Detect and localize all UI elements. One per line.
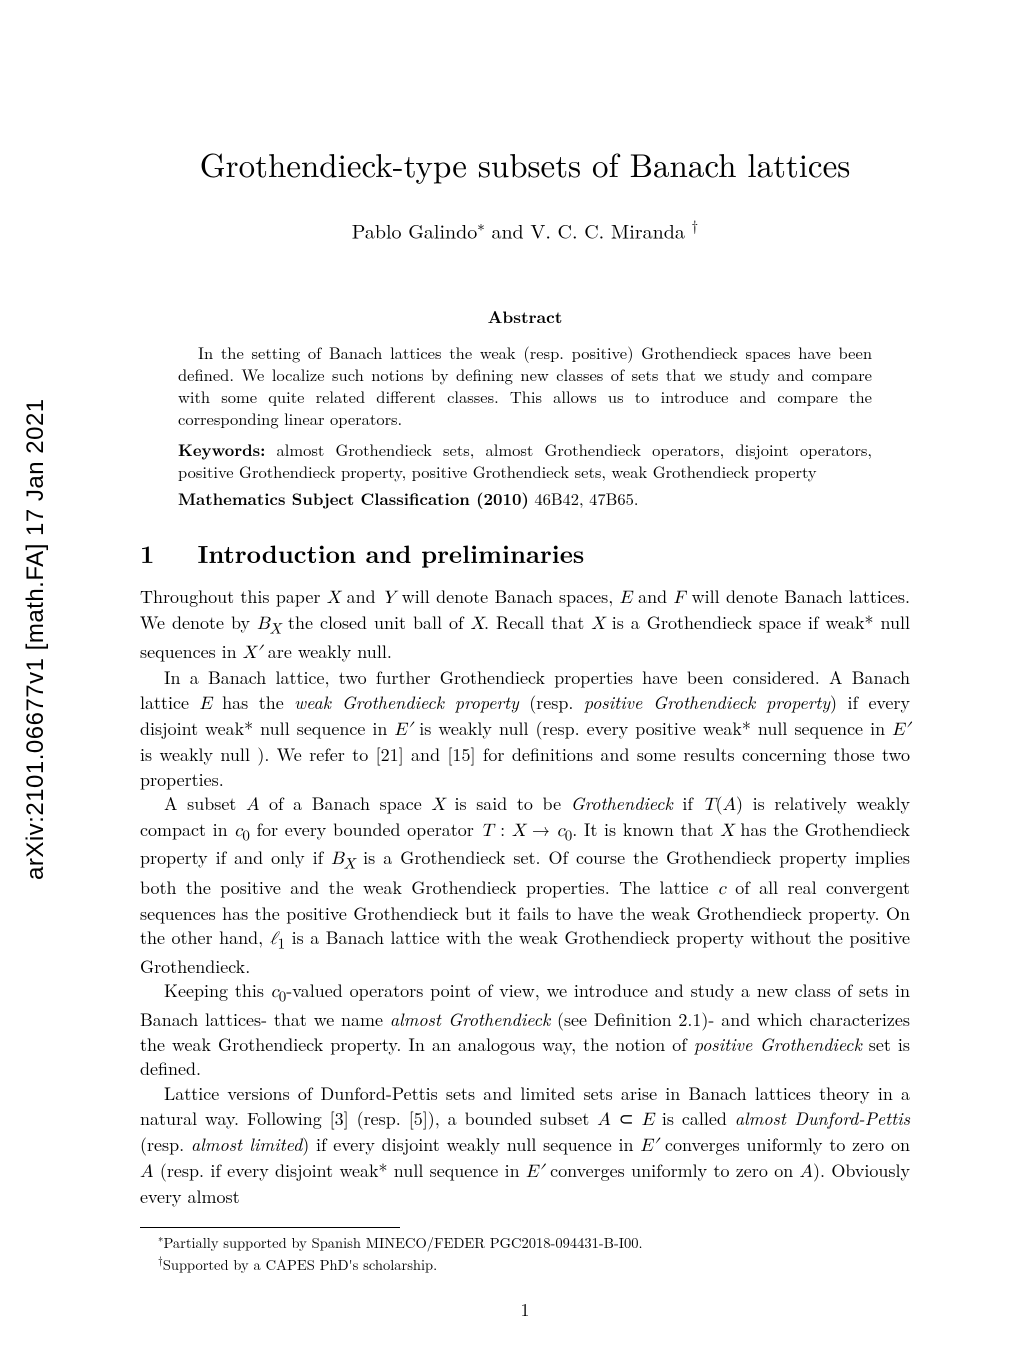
- keywords-label: Keywords:: [178, 437, 265, 461]
- paper-title: Grothendieck-type subsets of Banach latt…: [140, 140, 910, 187]
- paragraph: Lattice versions of Dunford-Pettis sets …: [140, 1082, 910, 1209]
- paragraph: A subset A of a Banach space X is said t…: [140, 792, 910, 979]
- msc-text: 46B42, 47B65.: [529, 486, 639, 510]
- section-title: Introduction and preliminaries: [198, 536, 585, 571]
- paragraph: In a Banach lattice, two further Grothen…: [140, 666, 910, 792]
- abstract-body: In the setting of Banach lattices the we…: [178, 341, 872, 430]
- msc-label: Mathematics Subject Classification (2010…: [178, 486, 529, 510]
- footnote: †Supported by a CAPES PhD's scholarship.: [140, 1254, 910, 1275]
- section-number: 1: [140, 536, 154, 571]
- paragraph: Throughout this paper X and Y will denot…: [140, 585, 910, 666]
- paragraph: Keeping this c0-valued operators point o…: [140, 979, 910, 1082]
- paper-authors: Pablo Galindo∗ and V. C. C. Miranda †: [140, 215, 910, 245]
- footnotes: ∗Partially supported by Spanish MINECO/F…: [140, 1232, 910, 1275]
- section-heading: 1 Introduction and preliminaries: [140, 536, 910, 571]
- keywords-text: almost Grothendieck sets, almost Grothen…: [178, 437, 872, 483]
- arxiv-stamp: arXiv:2101.06677v1 [math.FA] 17 Jan 2021: [22, 398, 50, 880]
- msc: Mathematics Subject Classification (2010…: [178, 486, 872, 510]
- abstract-heading: Abstract: [140, 305, 910, 329]
- page-number: 1: [140, 1297, 910, 1322]
- keywords: Keywords: almost Grothendieck sets, almo…: [178, 438, 872, 483]
- body-text: Throughout this paper X and Y will denot…: [140, 585, 910, 1209]
- page-content: Grothendieck-type subsets of Banach latt…: [0, 0, 1020, 1362]
- footnote: ∗Partially supported by Spanish MINECO/F…: [140, 1232, 910, 1253]
